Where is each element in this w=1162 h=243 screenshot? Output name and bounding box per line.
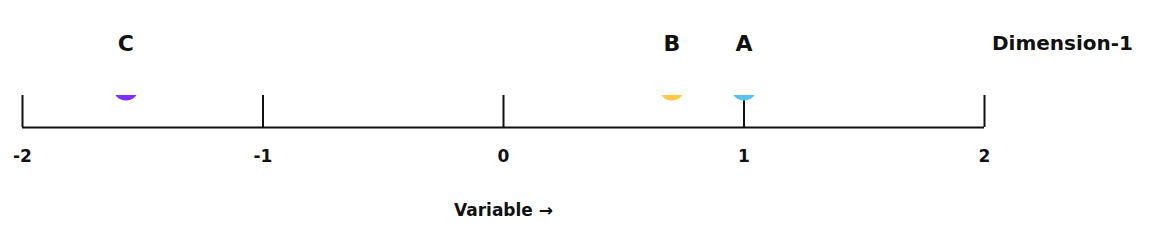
svg-text:B: B [663,31,680,56]
svg-text:Dimension-1: Dimension-1 [992,31,1133,55]
svg-text:-2: -2 [13,146,32,166]
svg-text:-1: -1 [254,146,273,166]
svg-text:0: 0 [498,146,510,166]
svg-text:A: A [735,31,752,56]
svg-text:1: 1 [738,146,750,166]
svg-text:C: C [118,31,134,56]
svg-text:Variable →: Variable → [454,200,553,220]
svg-text:2: 2 [979,146,991,166]
